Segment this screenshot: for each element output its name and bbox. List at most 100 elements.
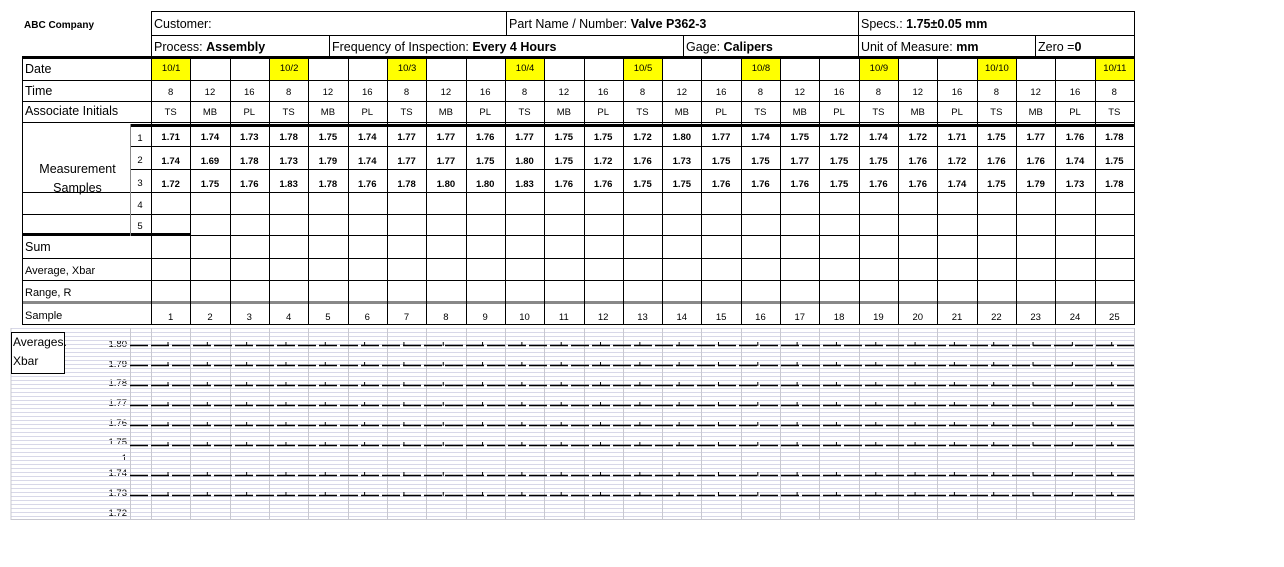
date-cell[interactable]: 10/4 xyxy=(505,59,545,80)
measurement-cell[interactable]: 1.77 xyxy=(1026,132,1045,143)
specs-field[interactable]: Specs.: 1.75±0.05 mm xyxy=(858,12,1134,35)
date-cell[interactable]: 10/5 xyxy=(623,59,663,80)
measurement-cell[interactable]: 1.75 xyxy=(475,156,495,167)
date-cell[interactable]: 10/11 xyxy=(1095,59,1134,80)
measurement-cell[interactable]: 1.78 xyxy=(1105,132,1124,143)
measurement-cell[interactable]: 1.77 xyxy=(515,132,534,143)
measurement-cell[interactable]: 1.75 xyxy=(829,156,849,167)
time-cell[interactable]: 12 xyxy=(558,87,570,98)
initials-cell[interactable]: PL xyxy=(1069,107,1081,118)
measurement-cell[interactable]: 1.80 xyxy=(436,179,456,190)
initials-cell[interactable]: MB xyxy=(556,107,571,118)
measurement-cell[interactable]: 1.76 xyxy=(790,179,810,190)
frequency-field[interactable]: Frequency of Inspection: Every 4 Hours xyxy=(329,36,683,57)
date-cell[interactable]: 10/9 xyxy=(859,59,899,80)
date-cell[interactable]: 10/3 xyxy=(387,59,427,80)
measurement-cell[interactable]: 1.76 xyxy=(987,156,1006,167)
measurement-cell[interactable]: 1.75 xyxy=(1105,156,1124,167)
time-cell[interactable]: 12 xyxy=(912,87,924,98)
time-cell[interactable]: 8 xyxy=(993,87,1000,98)
measurement-cell[interactable]: 1.75 xyxy=(554,156,574,167)
measurement-cell[interactable]: 1.80 xyxy=(672,132,692,143)
time-cell[interactable]: 16 xyxy=(479,87,491,98)
initials-cell[interactable]: PL xyxy=(951,107,963,118)
measurement-cell[interactable]: 1.75 xyxy=(200,179,220,190)
time-cell[interactable]: 8 xyxy=(875,87,882,98)
date-cell[interactable]: 10/8 xyxy=(741,59,781,80)
measurement-cell[interactable]: 1.76 xyxy=(593,179,613,190)
initials-cell[interactable]: MB xyxy=(1028,107,1043,118)
date-cell[interactable]: 10/1 xyxy=(152,59,191,80)
time-cell[interactable]: 12 xyxy=(794,87,806,98)
initials-cell[interactable]: PL xyxy=(479,107,492,118)
initials-cell[interactable]: MB xyxy=(674,107,689,118)
measurement-cell[interactable]: 1.78 xyxy=(318,179,338,190)
measurement-cell[interactable]: 1.74 xyxy=(751,132,770,143)
measurement-cell[interactable]: 1.77 xyxy=(436,132,456,143)
measurement-cell[interactable]: 1.71 xyxy=(947,132,967,143)
measurement-cell[interactable]: 1.75 xyxy=(633,179,652,190)
time-cell[interactable]: 16 xyxy=(361,87,373,98)
initials-cell[interactable]: MB xyxy=(910,107,925,118)
time-cell[interactable]: 8 xyxy=(639,87,646,98)
measurement-cell[interactable]: 1.77 xyxy=(397,156,416,167)
date-cell[interactable]: 10/10 xyxy=(977,59,1017,80)
measurement-cell[interactable]: 1.77 xyxy=(436,156,456,167)
measurement-cell[interactable]: 1.75 xyxy=(987,132,1006,143)
measurement-cell[interactable]: 1.72 xyxy=(947,156,967,167)
initials-cell[interactable]: TS xyxy=(164,107,177,118)
gage-field[interactable]: Gage: Calipers xyxy=(683,36,858,57)
measurement-cell[interactable]: 1.76 xyxy=(358,179,377,190)
measurement-cell[interactable]: 1.75 xyxy=(751,156,770,167)
measurement-cell[interactable]: 1.75 xyxy=(869,156,888,167)
time-cell[interactable]: 12 xyxy=(204,87,216,98)
initials-cell[interactable]: PL xyxy=(597,107,609,118)
measurement-cell[interactable]: 1.76 xyxy=(475,132,495,143)
measurement-cell[interactable]: 1.75 xyxy=(711,156,731,167)
measurement-cell[interactable]: 1.72 xyxy=(829,132,849,143)
measurement-cell[interactable]: 1.76 xyxy=(1026,156,1045,167)
initials-cell[interactable]: MB xyxy=(438,107,454,118)
measurement-cell[interactable]: 1.76 xyxy=(554,179,574,190)
measurement-cell[interactable]: 1.72 xyxy=(593,156,613,167)
initials-cell[interactable]: TS xyxy=(518,107,531,118)
initials-cell[interactable]: TS xyxy=(400,107,413,118)
process-field[interactable]: Process: Assembly xyxy=(151,36,329,57)
measurement-cell[interactable]: 1.80 xyxy=(515,156,534,167)
time-cell[interactable]: 16 xyxy=(243,87,255,98)
date-cell[interactable]: 10/2 xyxy=(269,59,309,80)
measurement-cell[interactable]: 1.76 xyxy=(711,179,731,190)
initials-cell[interactable]: TS xyxy=(872,107,885,118)
measurement-cell[interactable]: 1.75 xyxy=(672,179,692,190)
part-field[interactable]: Part Name / Number: Valve P362-3 xyxy=(506,12,858,35)
initials-cell[interactable]: PL xyxy=(243,107,256,118)
measurement-cell[interactable]: 1.73 xyxy=(279,156,298,167)
time-cell[interactable]: 16 xyxy=(597,87,609,98)
time-cell[interactable]: 8 xyxy=(521,87,528,98)
measurement-cell[interactable]: 1.73 xyxy=(240,132,259,143)
time-cell[interactable]: 8 xyxy=(757,87,764,98)
time-cell[interactable]: 8 xyxy=(1111,87,1117,98)
initials-cell[interactable]: TS xyxy=(636,107,649,118)
initials-cell[interactable]: MB xyxy=(202,107,218,118)
measurement-cell[interactable]: 1.72 xyxy=(161,179,180,190)
time-cell[interactable]: 8 xyxy=(285,87,292,98)
measurement-cell[interactable]: 1.76 xyxy=(240,179,259,190)
measurement-cell[interactable]: 1.74 xyxy=(869,132,888,143)
time-cell[interactable]: 12 xyxy=(440,87,452,98)
measurement-cell[interactable]: 1.74 xyxy=(358,132,377,143)
customer-field[interactable]: Customer: xyxy=(151,12,506,35)
measurement-cell[interactable]: 1.79 xyxy=(1026,179,1045,190)
time-cell[interactable]: 12 xyxy=(322,87,334,98)
initials-cell[interactable]: TS xyxy=(1108,107,1121,118)
measurement-cell[interactable]: 1.78 xyxy=(279,132,298,143)
measurement-cell[interactable]: 1.76 xyxy=(633,156,652,167)
measurement-cell[interactable]: 1.76 xyxy=(869,179,888,190)
measurement-cell[interactable]: 1.77 xyxy=(711,132,731,143)
measurement-cell[interactable]: 1.69 xyxy=(200,156,220,167)
measurement-cell[interactable]: 1.75 xyxy=(554,132,574,143)
time-cell[interactable]: 16 xyxy=(833,87,845,98)
measurement-cell[interactable]: 1.76 xyxy=(751,179,770,190)
initials-cell[interactable]: MB xyxy=(792,107,807,118)
measurement-cell[interactable]: 1.74 xyxy=(947,179,967,190)
